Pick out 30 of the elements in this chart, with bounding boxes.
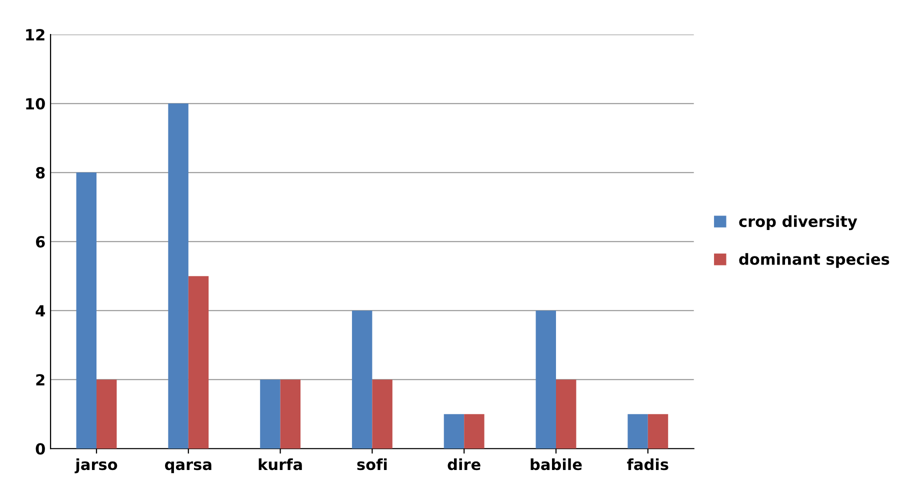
bar [352, 310, 372, 449]
y-tick-label: 0 [36, 443, 45, 455]
y-tick-label: 12 [26, 28, 44, 40]
bar [628, 414, 648, 449]
y-tick-label: 10 [26, 98, 45, 110]
bar [188, 276, 209, 449]
x-tick-label: sofi [357, 458, 387, 470]
x-tick-label: kurfa [258, 458, 302, 470]
x-tick-label: babile [530, 458, 582, 470]
bar [536, 310, 556, 449]
y-tick-label: 6 [36, 236, 45, 248]
legend-label: crop diversity [739, 215, 858, 230]
bar [464, 414, 484, 449]
y-tick-label: 2 [36, 374, 44, 386]
bar [556, 380, 576, 449]
x-tick-label: fadis [627, 458, 668, 470]
bar [168, 104, 188, 449]
x-tick-label: jarso [74, 458, 118, 474]
bar [444, 414, 464, 449]
y-tick-label: 4 [36, 305, 45, 316]
bar [76, 172, 96, 449]
x-tick-label: qarsa [164, 461, 212, 474]
bar [372, 380, 392, 449]
bar [648, 414, 668, 449]
legend-label: dominant species [739, 253, 890, 268]
bar [260, 380, 280, 449]
x-tick-label: dire [448, 458, 480, 470]
bar [280, 380, 301, 449]
y-tick-label: 8 [36, 167, 45, 179]
bar [96, 380, 117, 449]
